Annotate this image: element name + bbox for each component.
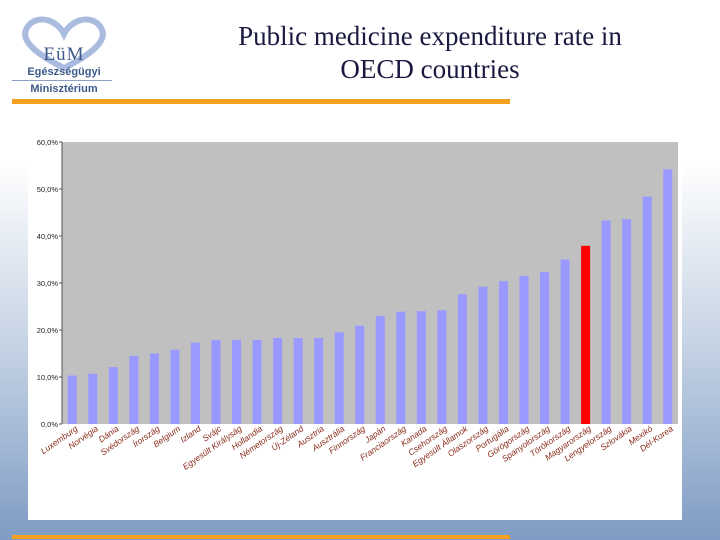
y-tick-label: 50,0% bbox=[37, 185, 59, 194]
bar-24 bbox=[560, 259, 570, 424]
bar-7 bbox=[211, 339, 221, 424]
bar-29 bbox=[663, 169, 673, 424]
bar-0 bbox=[67, 375, 77, 424]
logo-egeszsegugyi: Egészségügyi bbox=[27, 66, 101, 78]
heart-logo-icon bbox=[22, 16, 106, 72]
logo-divider bbox=[12, 80, 112, 81]
plot-background bbox=[62, 142, 678, 424]
bar-17 bbox=[416, 311, 426, 424]
x-tick-label: Izland bbox=[178, 423, 203, 444]
bar-20 bbox=[478, 286, 488, 424]
bar-6 bbox=[190, 342, 200, 424]
bar-22 bbox=[519, 275, 529, 424]
chart-area: 0,0% 10,0% 20,0% 30,0% 40,0% 50,0% 60,0% Luxem… bbox=[28, 128, 682, 520]
slide-title: Public medicine expenditure rate in OECD… bbox=[170, 20, 690, 86]
bar-27 bbox=[622, 219, 632, 424]
bar-18 bbox=[437, 310, 447, 424]
bar-5 bbox=[170, 349, 180, 424]
bar-chart: 0,0% 10,0% 20,0% 30,0% 40,0% 50,0% 60,0% Luxem… bbox=[37, 138, 678, 472]
ministry-logo: EüM Egészségügyi Minisztérium bbox=[8, 14, 120, 100]
y-tick-label: 40,0% bbox=[37, 232, 59, 241]
bar-23 bbox=[540, 272, 550, 424]
bar-21 bbox=[498, 281, 508, 424]
bar-25 bbox=[581, 245, 591, 424]
logo-eum: EüM bbox=[43, 44, 85, 65]
bar-10 bbox=[273, 337, 283, 424]
bar-8 bbox=[232, 339, 242, 424]
y-tick-label: 0,0% bbox=[41, 420, 58, 429]
title-accent-rule bbox=[12, 99, 510, 104]
bar-12 bbox=[314, 337, 324, 424]
bar-16 bbox=[396, 311, 406, 424]
bar-19 bbox=[457, 294, 467, 424]
slide-title-line2: OECD countries bbox=[340, 54, 520, 84]
bar-4 bbox=[149, 353, 159, 424]
bar-26 bbox=[601, 220, 611, 424]
y-axis: 0,0% 10,0% 20,0% 30,0% 40,0% 50,0% 60,0% bbox=[37, 138, 63, 429]
bar-15 bbox=[375, 315, 385, 424]
bar-3 bbox=[129, 355, 139, 424]
bars bbox=[67, 169, 673, 424]
bar-13 bbox=[334, 332, 344, 424]
bar-11 bbox=[293, 337, 303, 424]
heart-shape bbox=[22, 16, 106, 72]
bar-2 bbox=[108, 367, 118, 424]
y-tick-label: 30,0% bbox=[37, 279, 59, 288]
y-tick-label: 60,0% bbox=[37, 138, 59, 147]
slide-title-line1: Public medicine expenditure rate in bbox=[238, 21, 622, 51]
bottom-accent-rule bbox=[12, 535, 510, 539]
y-tick-label: 20,0% bbox=[37, 326, 59, 335]
bar-14 bbox=[355, 325, 365, 424]
bar-28 bbox=[642, 196, 652, 424]
bar-1 bbox=[88, 373, 98, 424]
x-axis-labels: LuxemburgNorvégiaDániaSvédországÍrország… bbox=[39, 423, 675, 472]
y-tick-label: 10,0% bbox=[37, 373, 59, 382]
bar-9 bbox=[252, 339, 262, 424]
logo-miniszterium: Minisztérium bbox=[30, 83, 98, 95]
